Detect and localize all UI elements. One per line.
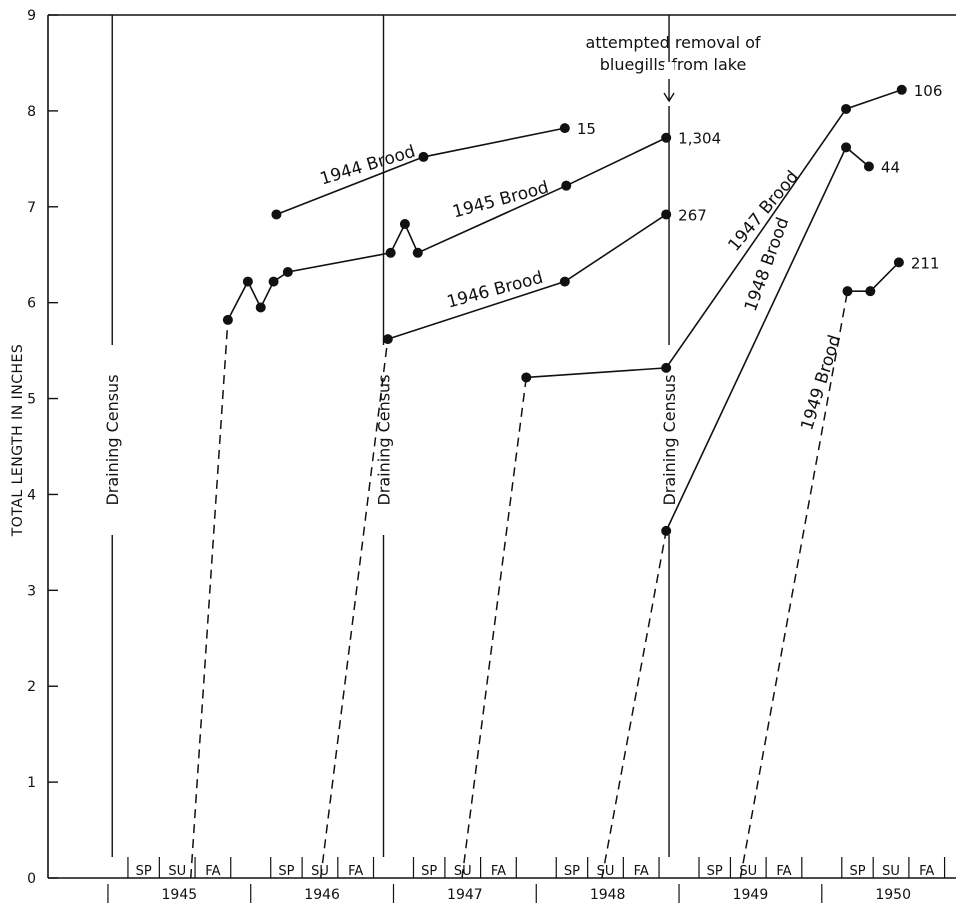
year-label: 1945	[162, 887, 198, 903]
count-label: 1,304	[678, 130, 721, 148]
season-label: SP	[136, 864, 152, 879]
data-point	[399, 219, 410, 230]
count-label: 211	[911, 254, 940, 272]
season-label: SU	[739, 864, 757, 879]
y-tick-label: 2	[27, 679, 36, 695]
axes: 0 1 2 3 4 5 6 7 8 9	[27, 8, 956, 887]
data-point	[893, 257, 904, 268]
annotation-arrowhead	[663, 92, 675, 103]
y-tick-label: 1	[27, 775, 36, 791]
data-point	[255, 302, 266, 313]
season-label: SU	[882, 864, 900, 879]
event-label-bg	[372, 345, 395, 535]
series-1949-brood: 211 1949 Brood	[739, 254, 940, 879]
data-point	[222, 314, 233, 325]
series-line	[847, 261, 900, 292]
data-point	[559, 123, 570, 134]
event-lines: Draining Census Draining Census Draining C…	[101, 15, 681, 857]
series-line	[526, 89, 903, 379]
event-label-bg	[658, 345, 681, 535]
data-point	[385, 247, 396, 258]
dashed-segment	[601, 530, 667, 879]
event-label: Draining Census	[660, 374, 679, 505]
series-line	[227, 137, 667, 321]
count-label: 106	[914, 82, 943, 100]
data-point	[841, 103, 852, 114]
data-point	[242, 276, 253, 287]
season-label: FA	[348, 864, 363, 879]
data-point	[842, 286, 853, 297]
year-label: 1950	[875, 887, 911, 903]
count-label: 267	[678, 206, 707, 224]
event-label: Draining Census	[103, 374, 122, 505]
season-label: SU	[597, 864, 615, 879]
dashed-segment	[461, 377, 528, 879]
data-point	[271, 209, 282, 220]
count-label: 15	[577, 120, 596, 138]
season-axis: SP SU FA SP SU FA SP SU FA SP SU FA SP SU FA SP SU FA1945…	[107, 857, 946, 903]
y-tick-label: 4	[27, 487, 36, 503]
season-label: SP	[278, 864, 294, 879]
data-point	[841, 142, 852, 153]
year-label: 1947	[447, 887, 483, 903]
dashed-segment	[190, 319, 229, 879]
brood-label: 1946 Brood	[445, 268, 545, 313]
y-tick-label: 5	[27, 392, 36, 408]
season-label: FA	[491, 864, 506, 879]
y-tick-label: 3	[27, 583, 36, 599]
data-point	[382, 334, 393, 345]
event-label: Draining Census	[375, 374, 394, 505]
data-point	[521, 372, 532, 383]
data-point	[661, 362, 672, 373]
dashed-segment	[319, 339, 389, 879]
year-label: 1948	[590, 887, 626, 903]
data-point	[661, 132, 672, 143]
brood-label: 1949 Brood	[797, 333, 845, 433]
y-tick-label: 6	[27, 296, 36, 312]
data-point	[282, 266, 293, 277]
y-tick-label: 7	[27, 200, 36, 216]
season-label: FA	[634, 864, 649, 879]
data-point	[661, 525, 672, 536]
event-label-bg	[101, 345, 124, 535]
data-point	[661, 209, 672, 220]
data-point	[561, 180, 572, 191]
season-label: SP	[707, 864, 723, 879]
season-label: SP	[849, 864, 865, 879]
season-label: SP	[564, 864, 580, 879]
year-label: 1946	[304, 887, 340, 903]
data-point	[559, 276, 570, 287]
dashed-segment	[739, 291, 849, 879]
data-point	[863, 161, 874, 172]
data-point	[268, 276, 279, 287]
event-marker: Draining Census	[372, 15, 395, 857]
season-label: SU	[311, 864, 329, 879]
y-tick-label: 0	[27, 871, 36, 887]
season-label: SP	[421, 864, 437, 879]
count-label: 44	[881, 159, 900, 177]
y-axis-label: TOTAL LENGTH IN INCHES	[10, 344, 26, 538]
data-point	[412, 247, 423, 258]
event-marker: Draining Census	[101, 15, 124, 857]
data-point	[418, 151, 429, 162]
y-tick-label: 9	[27, 8, 36, 24]
data-point	[865, 286, 876, 297]
annotation-text: attempted removal of	[586, 33, 761, 52]
y-tick-label: 8	[27, 104, 36, 120]
event-marker: Draining Census	[658, 15, 681, 857]
season-label: FA	[205, 864, 220, 879]
season-label: FA	[776, 864, 791, 879]
series-1946-brood: 267 1946 Brood	[319, 206, 707, 879]
season-label: SU	[168, 864, 186, 879]
season-label: FA	[919, 864, 934, 879]
year-label: 1949	[733, 887, 769, 903]
data-point	[896, 84, 907, 95]
